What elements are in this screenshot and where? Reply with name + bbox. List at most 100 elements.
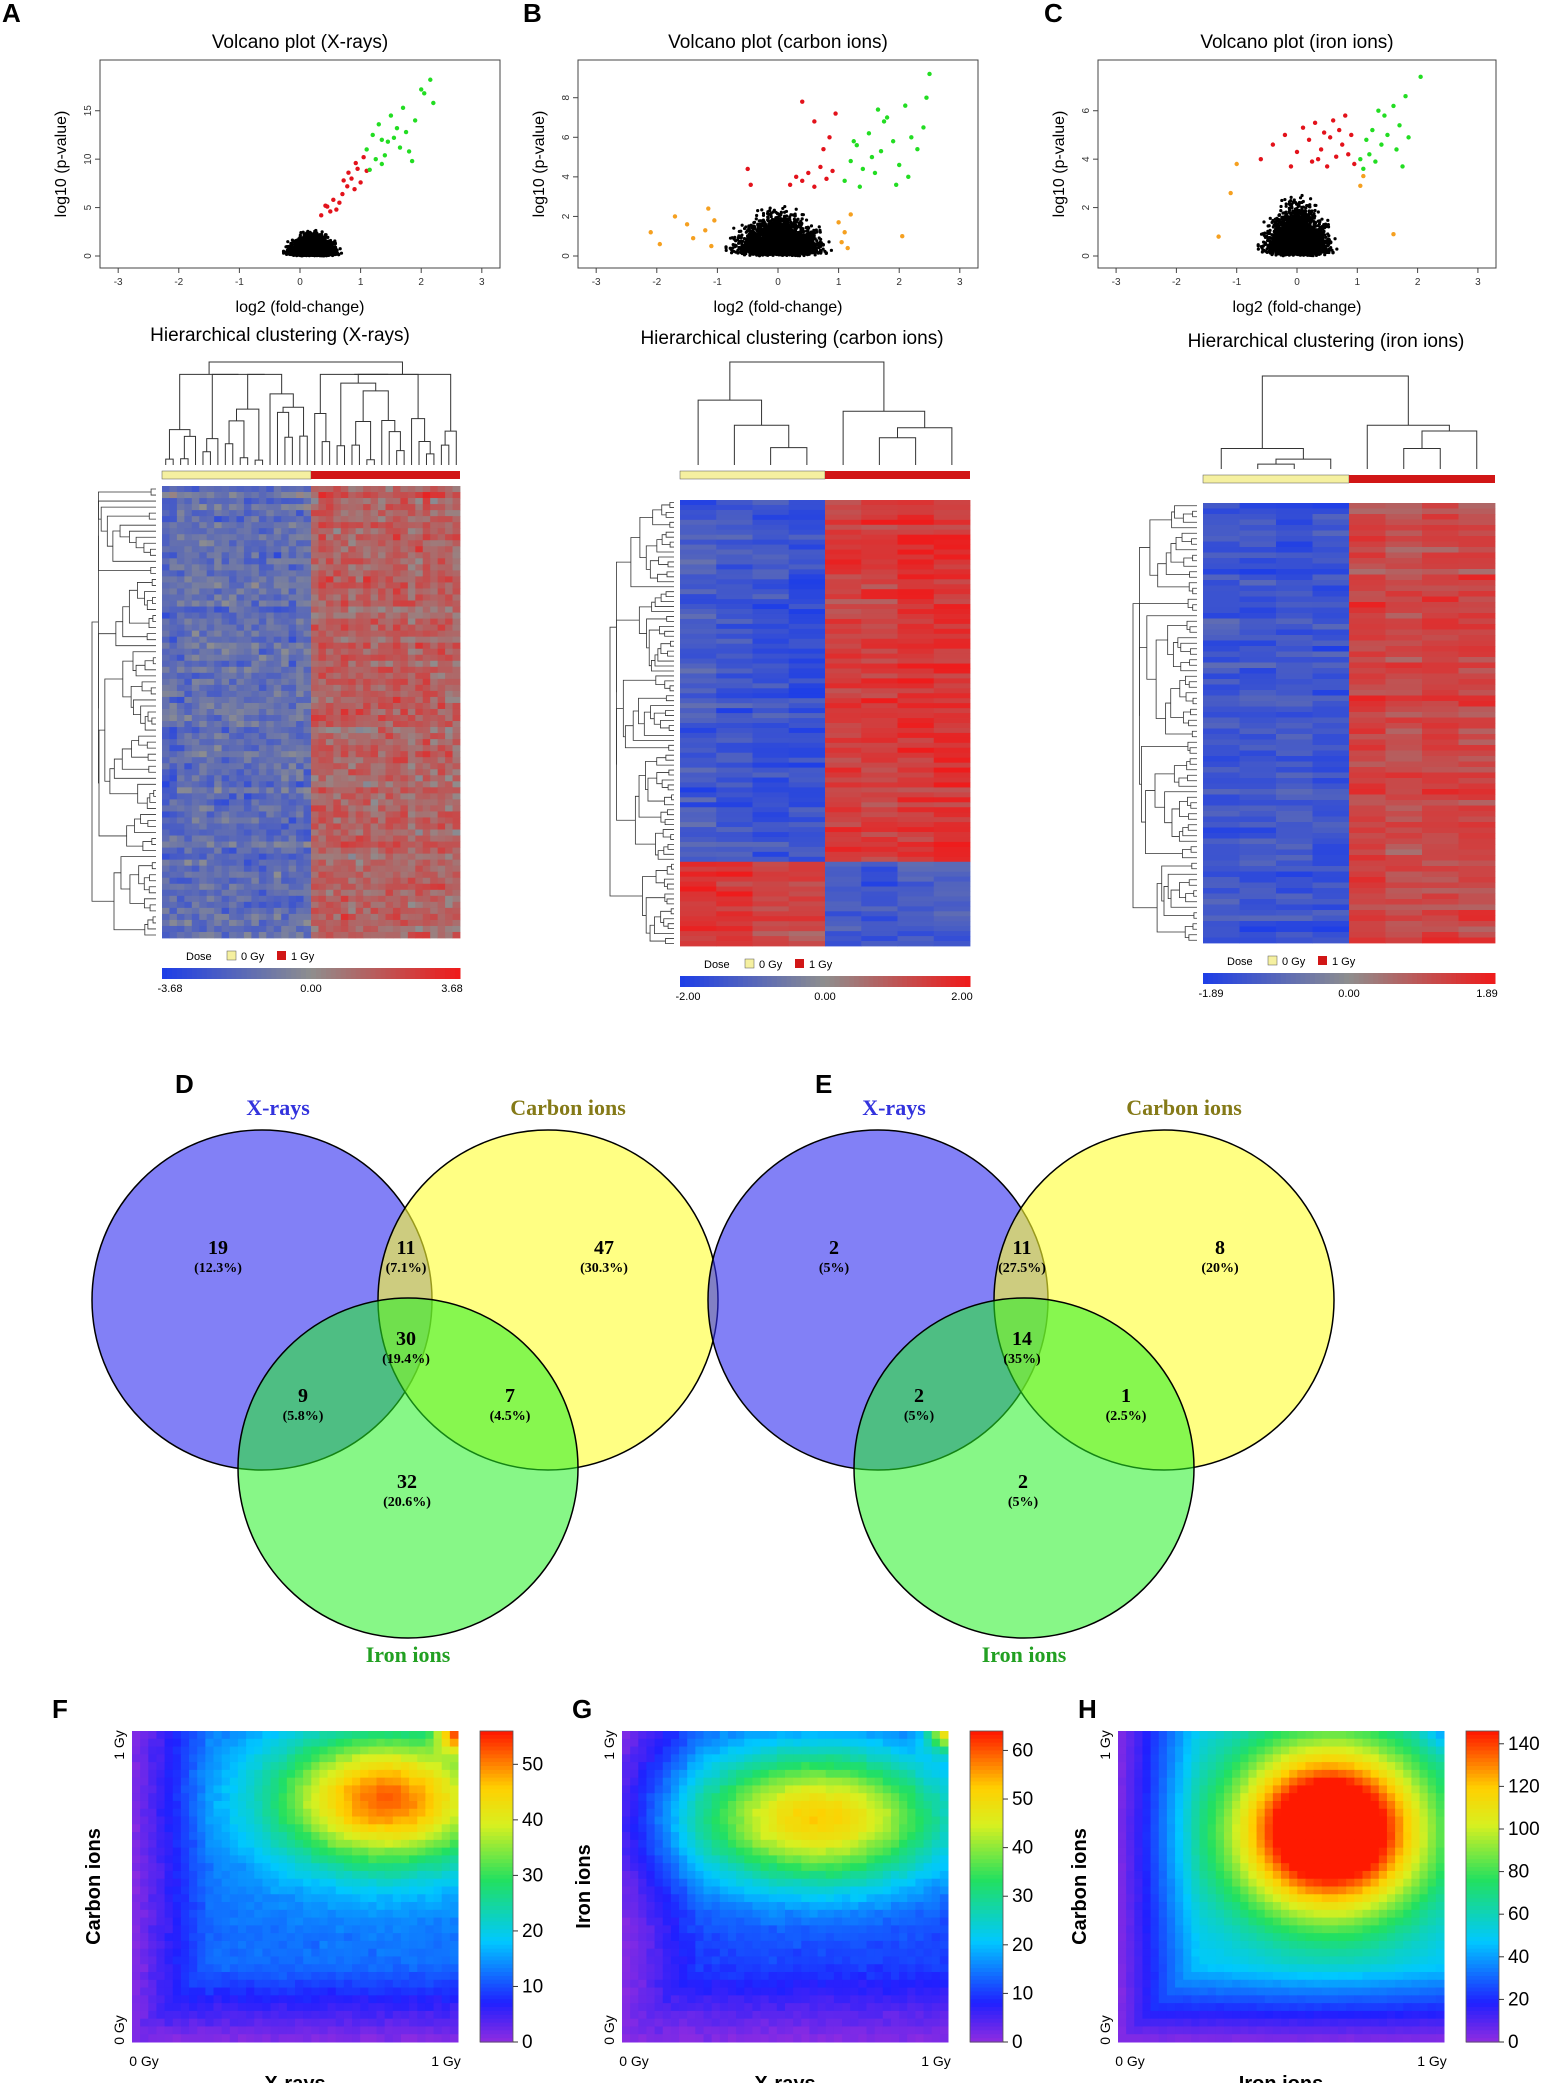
panel-letter-d: D [175, 1069, 194, 1099]
x-tick-label: -1 [235, 277, 244, 288]
data-point [755, 213, 759, 218]
data-point [339, 251, 344, 255]
B-volcano: Volcano plot (carbon ions)log2 (fold-cha… [531, 32, 979, 316]
data-point [311, 237, 316, 241]
data-point [397, 145, 403, 150]
data-point [300, 244, 304, 248]
data-point [379, 161, 385, 167]
data-point [361, 155, 366, 160]
data-point [419, 87, 424, 92]
data-point [364, 147, 369, 152]
x-tick-label: -2 [652, 277, 661, 288]
data-point [764, 223, 768, 227]
data-point [788, 215, 792, 219]
data-point [286, 244, 290, 249]
data-point [294, 238, 298, 243]
x-tick-label: -3 [114, 277, 123, 288]
data-point [809, 224, 814, 228]
data-point [295, 242, 299, 246]
data-point [370, 132, 375, 138]
panel-letter-f: F [52, 1694, 68, 1724]
data-point [312, 233, 316, 237]
data-point [317, 251, 322, 255]
data-point [737, 245, 741, 250]
data-point [406, 149, 412, 154]
data-point [338, 247, 342, 251]
data-point [748, 253, 752, 257]
y-tick-label: 4 [561, 174, 572, 180]
data-point [321, 249, 325, 253]
plot-title: Volcano plot (carbon ions) [668, 32, 888, 53]
data-point [779, 210, 783, 214]
data-point [385, 139, 391, 144]
data-point [293, 247, 297, 252]
plot-title: Volcano plot (X-rays) [212, 32, 388, 53]
data-point [297, 245, 301, 249]
data-point [819, 242, 824, 246]
y-axis-label: log10 (p-value) [531, 111, 548, 218]
data-point [760, 208, 764, 212]
data-point [783, 204, 787, 209]
data-point [358, 180, 363, 185]
panel-letter-g: G [572, 1694, 592, 1724]
data-point [346, 170, 351, 175]
A-volcano: Volcano plot (X-rays) log2 (fold-change) l… [53, 32, 501, 316]
y-tick-label: 10 [83, 153, 94, 165]
data-point [756, 209, 760, 213]
data-point [305, 243, 309, 248]
data-point [729, 251, 734, 255]
data-point [391, 135, 397, 141]
data-point [814, 228, 818, 232]
data-point [739, 229, 743, 233]
data-point [400, 105, 406, 111]
panel-letter-h: H [1078, 1694, 1097, 1724]
data-point [295, 251, 300, 255]
x-tick-label: 2 [896, 277, 902, 288]
data-point [819, 237, 823, 241]
data-point [794, 207, 798, 211]
data-point [795, 218, 799, 222]
data-point [774, 229, 778, 233]
data-point [373, 156, 378, 162]
data-point [328, 209, 333, 214]
data-point [388, 113, 394, 118]
x-tick-label: 3 [957, 277, 963, 288]
data-point [367, 167, 372, 173]
data-point [782, 210, 787, 214]
data-point [299, 231, 303, 235]
data-point [355, 166, 360, 172]
data-point [345, 184, 350, 189]
data-point [286, 240, 290, 244]
data-point [428, 77, 433, 82]
panel-letter-a: A [2, 0, 21, 28]
data-point [321, 244, 325, 249]
data-point [289, 244, 293, 249]
y-tick-label: 6 [561, 134, 572, 140]
y-tick-label: 0 [83, 253, 94, 259]
data-point [800, 217, 804, 221]
data-point [431, 100, 436, 106]
data-point [349, 176, 354, 181]
data-point [337, 200, 342, 205]
data-point [761, 213, 766, 217]
panel-letter-b: B [523, 0, 542, 28]
y-tick-label: 5 [83, 204, 94, 210]
data-point [394, 125, 400, 131]
data-point [332, 248, 336, 252]
data-point [326, 244, 330, 248]
y-tick-label: 8 [561, 95, 572, 101]
x-tick-label: -3 [592, 277, 601, 288]
x-tick-label: 1 [836, 277, 842, 288]
data-point [800, 213, 804, 217]
data-point [333, 251, 338, 255]
x-axis-label: log2 (fold-change) [236, 299, 365, 316]
data-point [328, 249, 332, 253]
x-tick-label: 3 [479, 277, 485, 288]
data-point [312, 246, 316, 250]
y-tick-label: 15 [83, 105, 94, 117]
data-point [827, 240, 831, 244]
data-point [334, 207, 339, 212]
y-axis-label: log10 (p-value) [53, 111, 70, 218]
data-point [353, 160, 358, 166]
